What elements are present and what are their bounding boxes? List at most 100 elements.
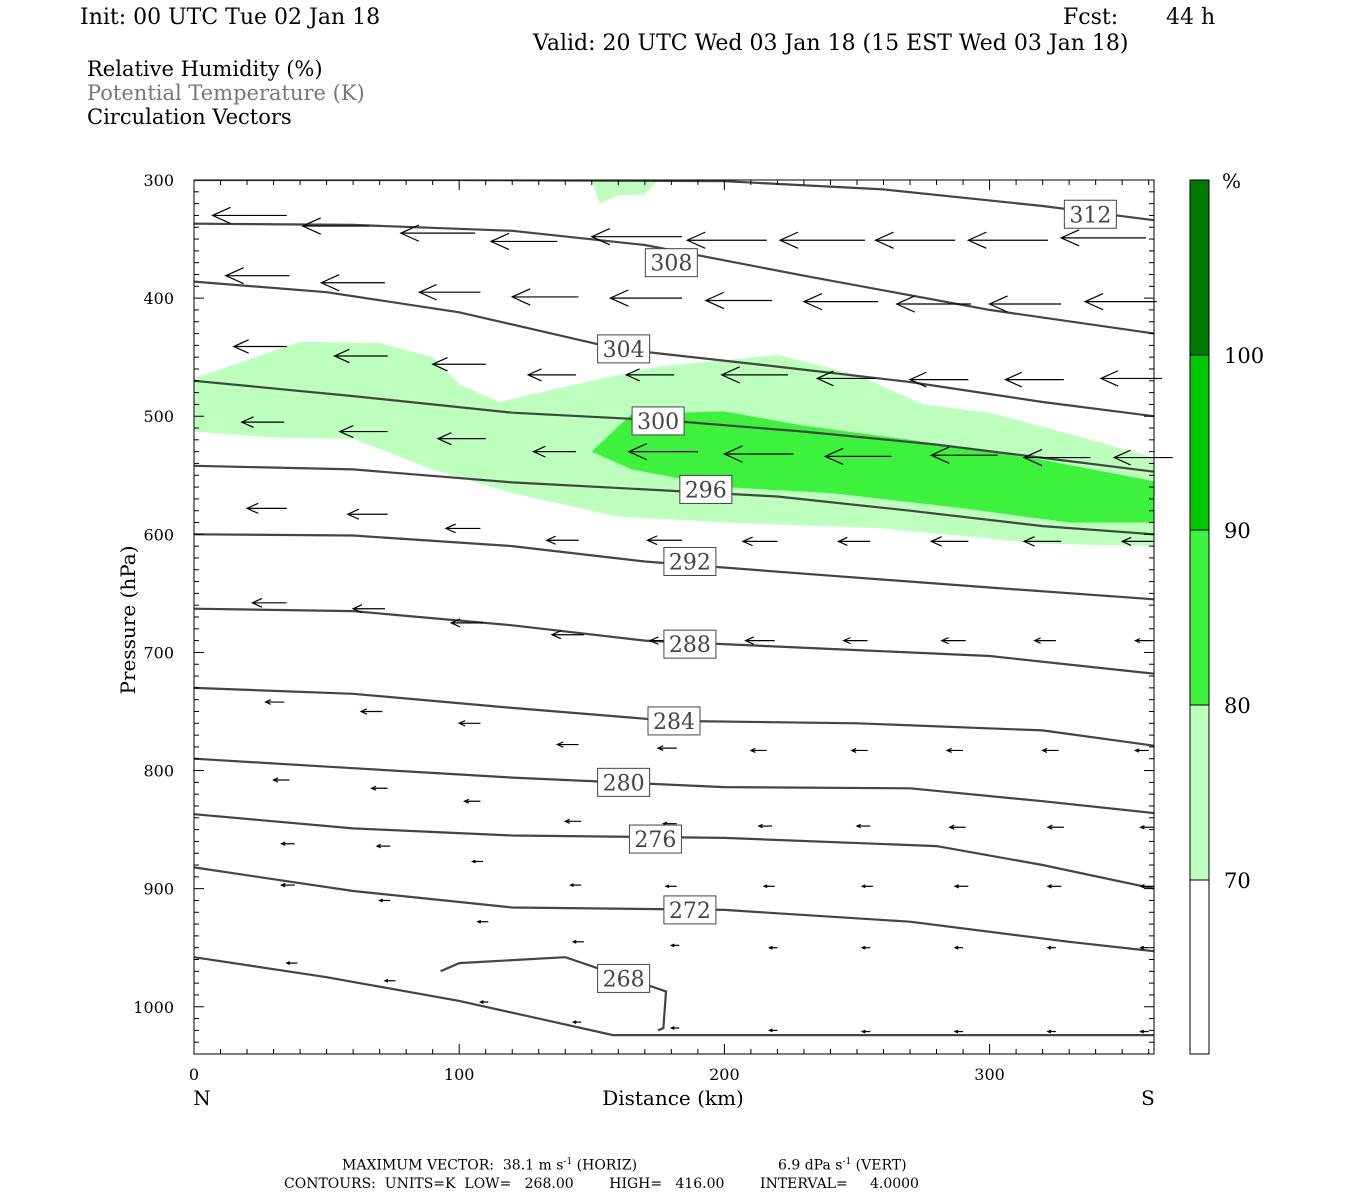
vector-head	[778, 231, 799, 249]
circulation-vector	[860, 945, 871, 950]
x-tick-label: 0	[189, 1065, 199, 1084]
vector-head	[319, 274, 340, 292]
legend-relative-humidity: Relative Humidity (%)	[87, 57, 323, 81]
circulation-vector	[850, 747, 868, 754]
vector-head	[720, 366, 740, 384]
circulation-vector	[569, 883, 582, 888]
label-box	[597, 767, 651, 797]
vector-head	[531, 445, 546, 458]
circulation-vector	[1099, 370, 1162, 387]
label-box	[597, 963, 651, 993]
circulation-vector	[1139, 884, 1154, 889]
circulation-vector	[449, 618, 484, 628]
circulation-vector	[351, 604, 385, 614]
circulation-vector	[945, 747, 964, 754]
max-vector-h-value: MAXIMUM VECTOR: 38.1 m s	[342, 1157, 564, 1174]
circulation-vector	[250, 597, 287, 608]
circulation-vector	[1083, 293, 1157, 311]
isentrope-label: 292	[663, 546, 717, 576]
circulation-vector	[346, 508, 388, 520]
colorbar-segment-80-90	[1190, 530, 1209, 705]
colorbar: % 70 80 90 100	[1189, 169, 1264, 1055]
vector-head	[855, 823, 861, 829]
label-text: 292	[669, 550, 711, 575]
vector-head	[383, 978, 389, 983]
vector-head	[608, 289, 629, 307]
y-tick-label: 1000	[133, 998, 174, 1017]
vector-head	[669, 943, 675, 948]
label-box	[663, 895, 717, 925]
vector-head	[1059, 229, 1080, 247]
vector-head	[1120, 536, 1132, 546]
y-tick-label: 700	[143, 643, 174, 662]
circulation-vector	[463, 798, 481, 804]
circulation-vector	[1046, 1029, 1056, 1034]
vector-head	[627, 443, 648, 461]
vector-head	[359, 708, 368, 715]
vector-head	[722, 445, 743, 463]
isentrope-line	[194, 757, 1154, 815]
colorbar-label-80: 80	[1224, 694, 1251, 718]
circulation-vector	[285, 961, 298, 965]
init-time: Init: 00 UTC Tue 02 Jan 18	[80, 5, 381, 30]
vector-head	[940, 637, 949, 645]
x-axis-left-end: N	[193, 1086, 211, 1110]
vector-head	[815, 370, 834, 387]
vector-head	[757, 823, 763, 829]
circulation-vector	[319, 274, 385, 292]
circulation-vector	[988, 295, 1062, 313]
vector-head	[285, 961, 291, 965]
circulation-vector	[823, 447, 892, 466]
circulation-vector	[444, 523, 481, 534]
x-axis-right-end: S	[1141, 1086, 1155, 1110]
circulation-vector	[457, 720, 481, 727]
circulation-vector	[240, 416, 285, 429]
vector-head	[449, 618, 461, 628]
vector-head	[1133, 748, 1140, 753]
colorbar-label-90: 90	[1224, 519, 1251, 543]
circulation-vector	[855, 823, 871, 829]
isentrope-line	[194, 866, 1154, 953]
vector-head	[436, 432, 452, 446]
circulation-vector	[383, 978, 396, 983]
label-box	[628, 824, 682, 854]
vector-head	[470, 859, 476, 864]
circulation-vector	[627, 443, 698, 461]
circulation-vector	[895, 295, 972, 313]
max-vector-h-unit: (HORIZ)	[572, 1157, 638, 1174]
circulation-vector	[704, 291, 773, 310]
vector-head	[563, 818, 570, 824]
circulation-vector	[1059, 229, 1147, 247]
colorbar-label-70: 70	[1224, 869, 1251, 893]
circulation-vector	[359, 708, 383, 715]
colorbar-unit: %	[1222, 169, 1241, 193]
label-text: 296	[685, 478, 727, 503]
label-text: 312	[1069, 203, 1111, 228]
vector-head	[478, 1000, 484, 1004]
circulation-vector	[436, 432, 486, 446]
vector-head	[860, 1029, 866, 1034]
max-vector-vertical: 6.9 dPa s-1 (VERT)	[778, 1157, 907, 1174]
vector-head	[555, 741, 564, 748]
circulation-vector	[280, 882, 295, 888]
label-text: 288	[669, 633, 711, 658]
vector-head	[351, 604, 363, 614]
circulation-vector	[280, 841, 295, 846]
vector-head	[1139, 825, 1145, 830]
circulation-vectors	[211, 206, 1173, 1034]
valid-time: Valid: 20 UTC Wed 03 Jan 18 (15 EST Wed …	[533, 31, 1129, 56]
y-tick-label: 900	[143, 880, 174, 899]
label-box	[631, 406, 685, 436]
vector-head	[802, 293, 823, 311]
humidity-shading	[194, 180, 1154, 547]
circulation-vector	[608, 289, 682, 307]
circulation-vector	[232, 339, 287, 354]
vector-head	[836, 536, 848, 546]
vector-head	[768, 945, 773, 950]
vector-head	[431, 357, 448, 372]
circulation-vector	[590, 228, 682, 246]
x-axis-title: Distance (km)	[602, 1086, 744, 1110]
circulation-vector	[211, 206, 287, 225]
circulation-vector	[264, 699, 285, 705]
isentrope-line	[194, 222, 1154, 335]
